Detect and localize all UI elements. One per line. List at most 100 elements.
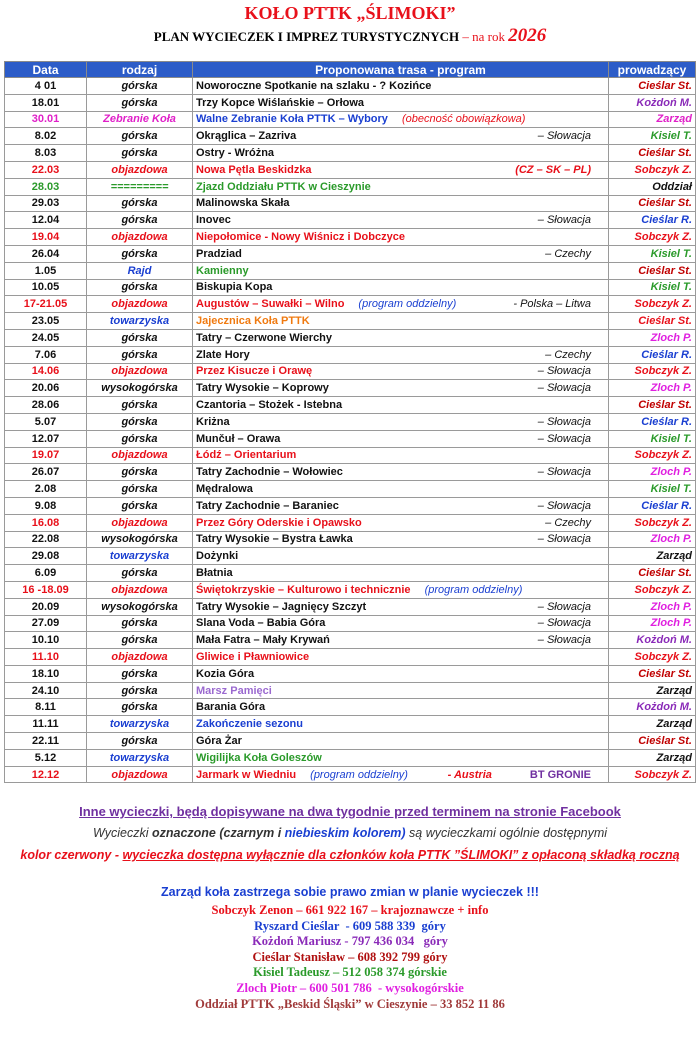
date-cell: 28.06 — [4, 396, 87, 414]
table-row: 16.08 objazdowa Przez Góry Oderskie i Opaw… — [4, 513, 696, 532]
table-row: 30.01 Zebranie Koła Walne Zebranie Koła PT… — [4, 110, 696, 129]
subtitle: PLAN WYCIECZEK I IMPREZ TURYSTYCZNYCH — [153, 29, 460, 44]
program: Malinowska Skała — [196, 196, 605, 210]
route: Tatry Zachodnie – Wołowiec — [196, 466, 343, 479]
program-cell: Walne Zebranie Koła PTTK – Wybory (obecno… — [192, 110, 609, 129]
kind-cell: towarzyska — [86, 547, 193, 566]
program-cell: Inovec – Słowacja — [192, 211, 609, 230]
column-header: Data — [4, 61, 87, 78]
reserve-note: Zarząd koła zastrzega sobie prawo zmian … — [161, 885, 539, 899]
organizer: BT GRONIE — [529, 768, 591, 781]
route: Malinowska Skała — [196, 197, 290, 210]
program-cell: Noworoczne Spotkanie na szlaku - ? Koziń… — [192, 77, 609, 95]
date-cell: 6.09 — [4, 564, 87, 582]
date-cell: 10.05 — [4, 278, 87, 297]
date-cell: 20.09 — [4, 597, 87, 616]
program-cell: Jajecznica Koła PTTK — [192, 312, 609, 330]
program-cell: Tatry Zachodnie – Wołowiec – Słowacja — [192, 463, 609, 482]
note-part: kolor czerwony - — [20, 848, 120, 862]
region: – Słowacja — [537, 634, 591, 647]
kind-cell: Zebranie Koła — [86, 110, 193, 129]
table-row: 20.09 wysokogórska Tatry Wysokie – Jagnięc… — [4, 597, 696, 616]
subtitle-line: PLAN WYCIECZEK I IMPREZ TURYSTYCZNYCH – … — [0, 25, 700, 47]
kind-cell: górska — [86, 77, 193, 95]
leader-cell: Cieślar St. — [608, 144, 696, 162]
kind-cell: wysokogórska — [86, 530, 193, 549]
program-cell: Tatry – Czerwone Wierchy — [192, 328, 609, 347]
program: Tatry Wysokie – Bystra Ławka – Słowacja — [196, 532, 605, 546]
table-row: 20.06 wysokogórska Tatry Wysokie – Koprowy… — [4, 379, 696, 398]
program-cell: Pradziad – Czechy — [192, 244, 609, 263]
members-note: kolor czerwony - wycieczka dostępna wyłą… — [0, 848, 700, 862]
leader-cell: Kożdoń M. — [608, 698, 696, 717]
leader-cell: Sobczyk Z. — [608, 765, 696, 784]
table-row: 19.04 objazdowa Niepołomice - Nowy Wiśnicz… — [4, 228, 696, 246]
table-row: 5.07 górska Kriżna – Słowacja Cieślar R. — [4, 412, 696, 431]
program: Gliwice i Pławniowice — [196, 650, 605, 664]
date-cell: 27.09 — [4, 614, 87, 633]
program: Ostry - Wróżna — [196, 146, 605, 160]
kind-cell: wysokogórska — [86, 379, 193, 398]
table-row: 9.08 górska Tatry Zachodnie – Baraniec – Sł… — [4, 496, 696, 515]
leader-cell: Zarząd — [608, 715, 696, 734]
kind-cell: górska — [86, 429, 193, 448]
program: Kozia Góra — [196, 667, 605, 681]
kind-cell: towarzyska — [86, 748, 193, 767]
program-cell: Tatry Zachodnie – Baraniec – Słowacja — [192, 496, 609, 515]
program-cell: Błatnia — [192, 564, 609, 582]
column-header: prowadzący — [608, 61, 696, 78]
leader-cell: Kisiel T. — [608, 429, 696, 448]
route: Gliwice i Pławniowice — [196, 650, 310, 663]
table-row: 18.10 górska Kozia Góra Cieślar St. — [4, 664, 696, 683]
route: Tatry Wysokie – Bystra Ławka — [196, 533, 353, 546]
open-note: Wycieczki oznaczone (czarnym i niebieski… — [0, 826, 700, 840]
program-cell: Czantoria – Stożek - Istebna — [192, 396, 609, 414]
date-cell: 17-21.05 — [4, 295, 87, 314]
leader-cell: Zloch P. — [608, 614, 696, 633]
program: Munčuł – Orawa – Słowacja — [196, 432, 605, 446]
note-part: są wycieczkami ogólnie dostępnymi — [409, 826, 608, 840]
program: Kriżna – Słowacja — [196, 415, 605, 429]
program: Biskupia Kopa — [196, 280, 605, 294]
date-cell: 19.04 — [4, 228, 87, 246]
kind-cell: górska — [86, 93, 193, 112]
program: Barania Góra — [196, 700, 605, 714]
kind-cell: górska — [86, 345, 193, 364]
program: Okrąglica – Zazriva – Słowacja — [196, 129, 605, 143]
column-header: Proponowana trasa - program — [192, 61, 609, 78]
route: Pradziad — [196, 247, 242, 260]
region: – Słowacja — [537, 533, 591, 546]
kind-cell: górska — [86, 244, 193, 263]
program-cell: Niepołomice - Nowy Wiśnicz i Dobczyce — [192, 228, 609, 246]
date-cell: 24.10 — [4, 681, 87, 700]
leader-cell: Cieślar St. — [608, 194, 696, 213]
program-cell: Świętokrzyskie – Kulturowo i technicznie… — [192, 580, 609, 599]
region: – Czechy — [545, 516, 591, 529]
table-row: 8.03 górska Ostry - Wróżna Cieślar St. — [4, 144, 696, 162]
leader-cell: Kisiel T. — [608, 127, 696, 146]
program: Dożynki — [196, 549, 605, 563]
program: Nowa Pętla Beskidzka (CZ – SK – PL) — [196, 163, 605, 177]
program-cell: Biskupia Kopa — [192, 278, 609, 297]
region: – Słowacja — [537, 600, 591, 613]
route: Tatry Zachodnie – Baraniec — [196, 499, 339, 512]
leader-cell: Kisiel T. — [608, 480, 696, 498]
date-cell: 23.05 — [4, 312, 87, 330]
region: – Słowacja — [537, 617, 591, 630]
title: KOŁO PTTK „ŚLIMOKI” — [244, 3, 456, 23]
table-row: 18.01 górska Trzy Kopce Wiślańskie – Orłow… — [4, 93, 696, 112]
program-cell: Kamienny — [192, 261, 609, 280]
program: Czantoria – Stożek - Istebna — [196, 398, 605, 412]
program-cell: Gliwice i Pławniowice — [192, 648, 609, 666]
date-cell: 22.03 — [4, 160, 87, 179]
contact: Kożdoń Mariusz - 797 436 034 góry — [252, 934, 448, 949]
program: Tatry Wysokie – Jagnięcy Szczyt – Słowacj… — [196, 600, 605, 614]
date-cell: 16.08 — [4, 513, 87, 532]
program-cell: Trzy Kopce Wiślańskie – Orłowa — [192, 93, 609, 112]
program: Inovec – Słowacja — [196, 213, 605, 227]
region: – Słowacja — [537, 466, 591, 479]
date-cell: 18.01 — [4, 93, 87, 112]
note: (program oddzielny) — [424, 583, 523, 596]
program: Zakończenie sezonu — [196, 717, 605, 731]
